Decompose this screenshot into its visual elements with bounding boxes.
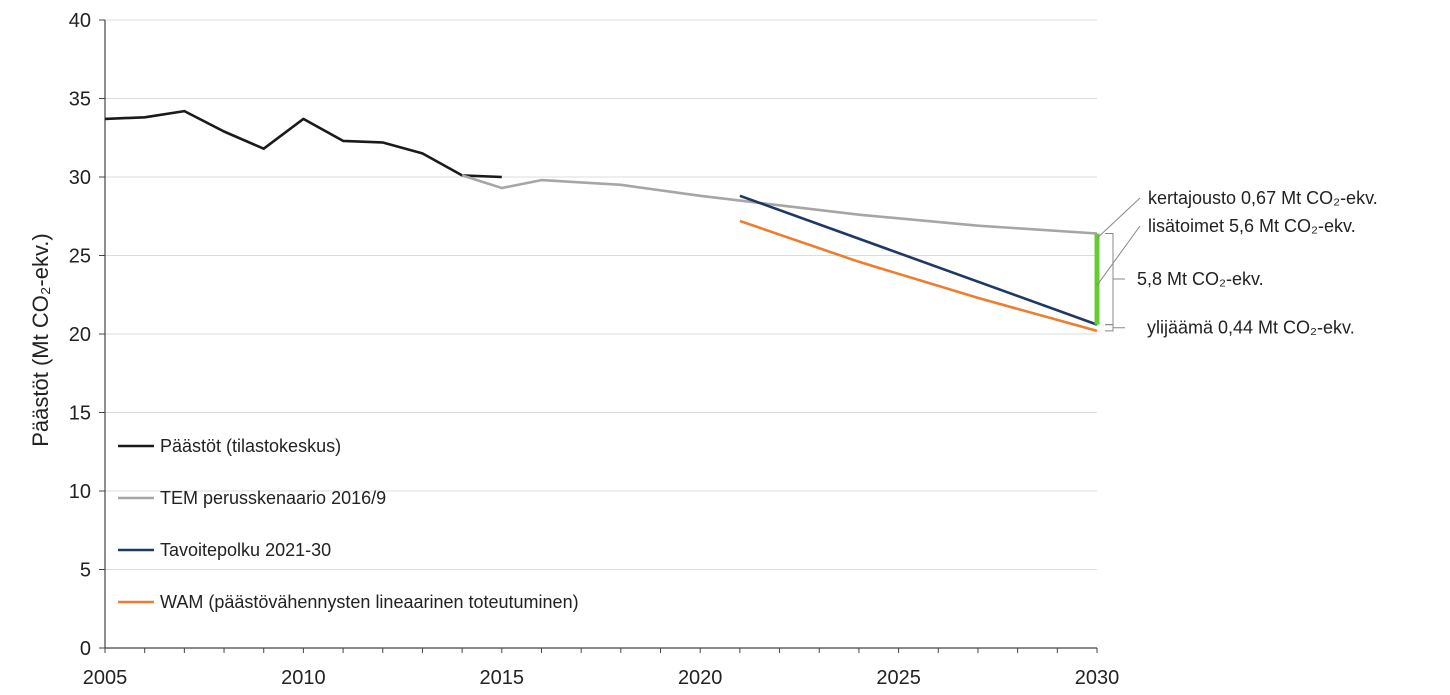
annotation-label: 5,8 Mt CO₂-ekv. [1137,269,1264,289]
y-tick-label: 15 [69,403,91,425]
series-line-1 [104,109,502,179]
legend: Päästöt (tilastokeskus) TEM perusskenaari… [118,436,579,612]
y-tick-label: 20 [69,324,91,346]
gridlines [105,19,1097,570]
annotation-leader [1096,197,1141,239]
annotation-leader [1096,225,1141,286]
annotation-label: lisätoimet 5,6 Mt CO₂-ekv. [1148,216,1356,236]
x-tick-label: 2005 [83,667,128,689]
annotation-bracket [1105,324,1125,332]
x-tick-label: 2015 [480,667,525,689]
y-tick-label: 40 [69,10,91,32]
x-tick-label: 2030 [1075,667,1120,689]
x-tick-label: 2010 [281,667,326,689]
series [104,109,1100,333]
legend-label: Päästöt (tilastokeskus) [160,436,341,456]
legend-label: TEM perusskenaario 2016/9 [160,488,386,508]
y-tick-label: 30 [69,167,91,189]
annotations: kertajousto 0,67 Mt CO₂-ekv. lisätoimet 5… [1096,188,1378,338]
y-tick-label: 5 [80,560,91,582]
annotation-label: ylijäämä 0,44 Mt CO₂-ekv. [1147,318,1355,338]
y-tick-label: 10 [69,481,91,503]
y-tick-label: 25 [69,246,91,268]
legend-label: WAM (päästövähennysten lineaarinen toteu… [160,592,579,612]
annotation-label: kertajousto 0,67 Mt CO₂-ekv. [1148,188,1378,208]
y-tick-label: 35 [69,89,91,111]
y-tick-label: 0 [80,638,91,660]
x-tick-label: 2020 [678,667,723,689]
series-line-4 [739,219,1098,333]
annotation-bracket [1105,233,1125,326]
series-line-3 [739,194,1098,326]
y-axis-title: Päästöt (Mt CO₂-ekv.) [28,233,53,447]
x-tick-label: 2025 [876,667,921,689]
legend-label: Tavoitepolku 2021-30 [160,540,331,560]
series-line-2 [461,174,1098,235]
